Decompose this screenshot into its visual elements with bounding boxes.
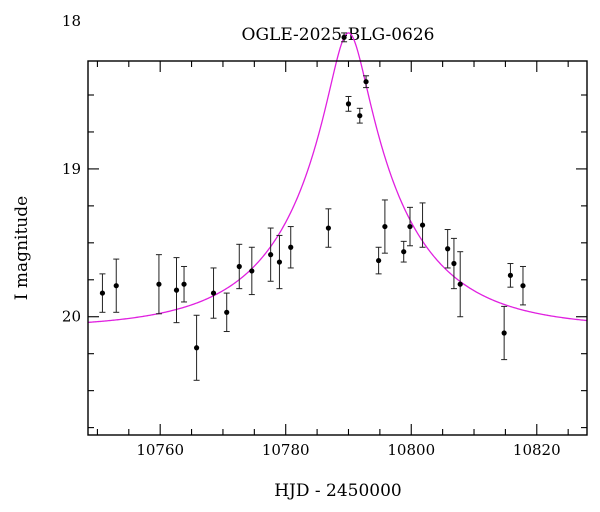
data-point [276, 234, 283, 290]
data-marker [288, 244, 294, 250]
data-point [341, 32, 348, 43]
tick-labels: 10760 10780 10800 10820 18 19 20 [62, 12, 561, 459]
data-marker [357, 113, 363, 119]
data-marker [173, 287, 180, 293]
data-marker [224, 309, 230, 315]
data-marker [249, 268, 255, 274]
data-point [193, 314, 200, 381]
data-point [406, 206, 413, 247]
data-marker [325, 225, 331, 231]
data-point [236, 243, 243, 290]
data-marker [236, 263, 242, 270]
data-marker [507, 272, 514, 278]
x-tick-label: 10760 [136, 441, 184, 459]
y-tick-label: 20 [62, 308, 81, 326]
data-point [223, 292, 230, 333]
data-marker [419, 222, 426, 228]
data-point [356, 107, 363, 124]
data-point [173, 257, 180, 324]
data-point [248, 246, 255, 296]
data-marker [457, 281, 463, 287]
axis-ticks [88, 61, 587, 435]
data-point [181, 265, 188, 303]
data-point [345, 95, 352, 112]
model-layer [87, 32, 588, 324]
data-marker [501, 330, 507, 336]
data-marker [181, 281, 187, 287]
data-point [287, 226, 294, 269]
data-point [419, 202, 426, 248]
data-point [501, 305, 508, 361]
data-marker [341, 34, 347, 40]
plot-frame [87, 60, 588, 436]
data-marker [401, 249, 407, 255]
x-tick-label: 10820 [513, 441, 561, 459]
x-tick-label: 10800 [387, 441, 435, 459]
data-point [113, 258, 120, 313]
y-tick-label: 18 [62, 12, 81, 30]
data-marker [156, 281, 162, 287]
data-marker [376, 257, 382, 264]
data-marker [451, 260, 457, 267]
data-marker [363, 79, 369, 85]
data-point [457, 251, 464, 318]
data-points [99, 32, 526, 381]
data-marker [210, 290, 217, 296]
model-curve [87, 32, 588, 324]
data-point [400, 240, 407, 263]
data-point [444, 229, 451, 269]
data-point [210, 267, 217, 319]
data-point [363, 75, 370, 89]
y-axis-label: I magnitude [12, 196, 32, 300]
data-point [267, 227, 274, 282]
data-marker [520, 283, 526, 289]
data-point [381, 199, 388, 254]
data-marker [276, 259, 283, 265]
x-axis-label: HJD - 2450000 [274, 481, 402, 501]
data-marker [113, 283, 119, 289]
chart-title: OGLE-2025-BLG-0626 [242, 25, 435, 45]
data-point [519, 265, 526, 306]
data-marker [445, 246, 451, 252]
data-point [507, 263, 514, 288]
data-point [155, 254, 162, 315]
data-marker [99, 290, 106, 296]
data-point [99, 273, 106, 313]
y-tick-label: 19 [62, 160, 81, 178]
data-point [325, 208, 332, 248]
data-marker [407, 223, 413, 230]
data-marker [345, 101, 352, 107]
data-point [375, 246, 382, 275]
data-marker [193, 345, 200, 351]
data-point [450, 237, 457, 290]
data-marker [268, 252, 274, 258]
data-marker [382, 223, 388, 230]
x-tick-label: 10780 [262, 441, 310, 459]
